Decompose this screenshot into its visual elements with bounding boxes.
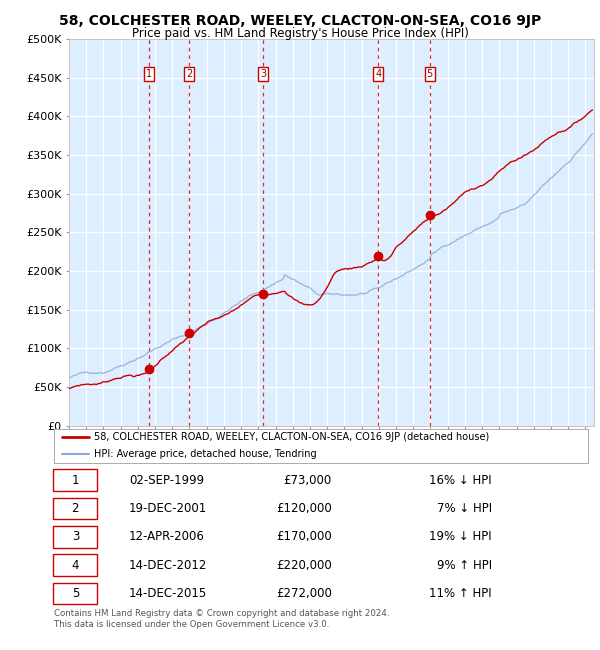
Text: 9% ↑ HPI: 9% ↑ HPI [437,559,492,572]
Text: Price paid vs. HM Land Registry's House Price Index (HPI): Price paid vs. HM Land Registry's House … [131,27,469,40]
Text: £170,000: £170,000 [276,530,332,543]
Text: 5: 5 [427,69,433,79]
Text: 16% ↓ HPI: 16% ↓ HPI [429,474,492,487]
FancyBboxPatch shape [53,498,97,519]
Text: 19% ↓ HPI: 19% ↓ HPI [429,530,492,543]
Text: This data is licensed under the Open Government Licence v3.0.: This data is licensed under the Open Gov… [54,620,329,629]
Text: 19-DEC-2001: 19-DEC-2001 [129,502,207,515]
Text: 12-APR-2006: 12-APR-2006 [129,530,205,543]
Text: £120,000: £120,000 [276,502,332,515]
Text: 58, COLCHESTER ROAD, WEELEY, CLACTON-ON-SEA, CO16 9JP: 58, COLCHESTER ROAD, WEELEY, CLACTON-ON-… [59,14,541,29]
Text: 3: 3 [260,69,266,79]
FancyBboxPatch shape [53,582,97,604]
Text: £272,000: £272,000 [276,587,332,600]
Text: 5: 5 [71,587,79,600]
Text: 4: 4 [375,69,381,79]
Text: 11% ↑ HPI: 11% ↑ HPI [429,587,492,600]
Text: 14-DEC-2015: 14-DEC-2015 [129,587,207,600]
Text: 3: 3 [71,530,79,543]
Text: 7% ↓ HPI: 7% ↓ HPI [437,502,492,515]
FancyBboxPatch shape [53,469,97,491]
Text: 4: 4 [71,559,79,572]
Text: 2: 2 [186,69,192,79]
Text: 58, COLCHESTER ROAD, WEELEY, CLACTON-ON-SEA, CO16 9JP (detached house): 58, COLCHESTER ROAD, WEELEY, CLACTON-ON-… [94,432,490,443]
Text: £73,000: £73,000 [283,474,332,487]
Text: £220,000: £220,000 [276,559,332,572]
Text: HPI: Average price, detached house, Tendring: HPI: Average price, detached house, Tend… [94,449,317,460]
FancyBboxPatch shape [53,554,97,576]
Text: Contains HM Land Registry data © Crown copyright and database right 2024.: Contains HM Land Registry data © Crown c… [54,609,389,618]
Text: 2: 2 [71,502,79,515]
Text: 02-SEP-1999: 02-SEP-1999 [129,474,204,487]
Text: 1: 1 [71,474,79,487]
FancyBboxPatch shape [53,526,97,548]
Text: 1: 1 [146,69,152,79]
Text: 14-DEC-2012: 14-DEC-2012 [129,559,207,572]
